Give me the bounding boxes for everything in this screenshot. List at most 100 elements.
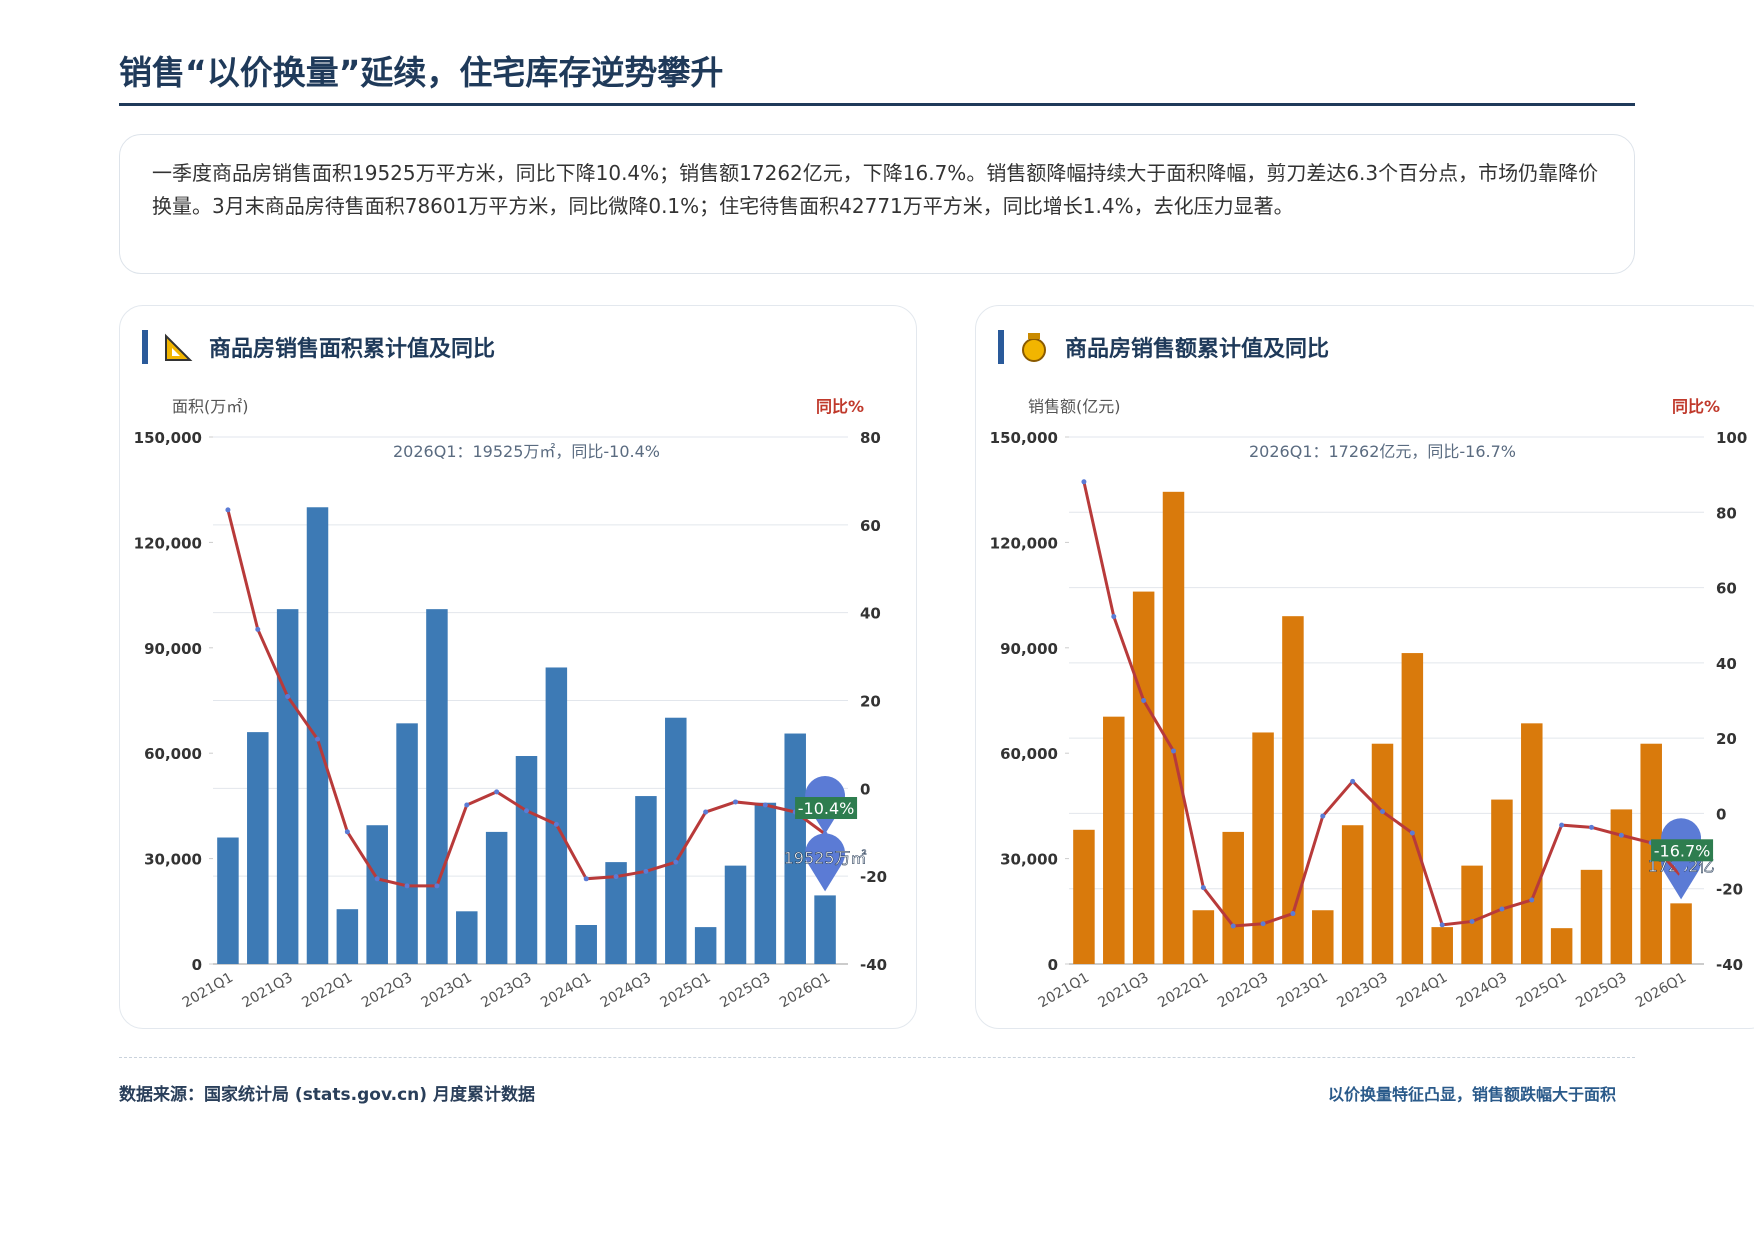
x-tick-label: 2021Q3 (240, 970, 296, 1012)
y-tick-label: 150,000 (134, 429, 202, 447)
y2-tick-label: 0 (1716, 805, 1726, 823)
line-point (1111, 614, 1117, 620)
line-point (583, 876, 589, 882)
line-point (285, 694, 291, 700)
line-point (1290, 911, 1296, 917)
bar (605, 862, 627, 964)
bar (1670, 903, 1692, 964)
chart-title: 商品房销售额累计值及同比 (1065, 336, 1329, 362)
bar (1103, 716, 1125, 964)
bar (336, 909, 359, 964)
x-tick-label: 2021Q3 (1096, 970, 1152, 1012)
x-tick-label: 2023Q3 (1334, 970, 1390, 1012)
x-tick-label: 2024Q3 (598, 970, 654, 1012)
y2-tick-label: 40 (1716, 655, 1737, 673)
bar (724, 865, 747, 964)
bar (694, 927, 717, 964)
value-label: -16.7% (1654, 841, 1711, 860)
bar (1282, 616, 1304, 964)
line-point (225, 507, 231, 513)
y-tick-label: 150,000 (990, 429, 1058, 447)
bar (1521, 723, 1543, 964)
bar (456, 911, 478, 964)
y-tick-label: 90,000 (1000, 640, 1058, 658)
y-tick-label: 60,000 (144, 745, 202, 763)
chart-card: 商品房销售额累计值及同比销售额(亿元) 同比% -40 -20 0 20 40 60 80 100… (975, 305, 1754, 1029)
bar (665, 717, 687, 964)
line-point (255, 626, 261, 632)
title-accent (998, 330, 1004, 364)
line-point (1380, 809, 1385, 815)
x-tick-label: 2021Q1 (1036, 970, 1092, 1012)
y2-tick-label: 80 (860, 429, 881, 447)
y-tick-label: 90,000 (144, 640, 202, 658)
annotation: 2026Q1：17262亿元，同比-16.7% (1249, 442, 1516, 461)
line-point (1260, 921, 1266, 927)
line-point (1350, 778, 1356, 784)
bar (814, 895, 836, 964)
bar (1491, 799, 1513, 964)
bar (784, 733, 806, 964)
bar (1341, 825, 1364, 964)
marker-pin (805, 833, 846, 892)
x-tick-label: 2024Q1 (538, 970, 594, 1012)
y2-tick-label: 80 (1716, 504, 1737, 522)
bar (575, 925, 597, 964)
x-tick-label: 2025Q1 (1514, 970, 1570, 1012)
x-tick-label: 2026Q1 (777, 970, 833, 1012)
line-point (1469, 918, 1475, 924)
line-point (703, 809, 709, 815)
y-axis-label: 销售额(亿元) (1028, 397, 1121, 416)
bar (1580, 869, 1603, 964)
bar (217, 837, 239, 964)
title-accent (142, 330, 148, 364)
x-tick-label: 2025Q3 (1573, 970, 1629, 1012)
bar (1371, 743, 1394, 964)
chart-title: 商品房销售面积累计值及同比 (209, 336, 495, 362)
y2-tick-label: 20 (860, 693, 881, 711)
bar (635, 796, 657, 964)
bar (754, 802, 777, 964)
bar (1550, 928, 1573, 964)
x-tick-label: 2023Q1 (1275, 970, 1331, 1012)
x-tick-label: 2025Q3 (717, 970, 773, 1012)
y2-axis-label: 同比% (1672, 397, 1720, 416)
line-point (1230, 923, 1236, 929)
bar (1132, 591, 1155, 964)
y2-tick-label: 20 (1716, 730, 1737, 748)
line-point (434, 883, 440, 889)
line-point (1499, 906, 1505, 912)
x-tick-label: 2023Q3 (478, 970, 534, 1012)
ruler-icon (165, 333, 193, 361)
bar (545, 667, 568, 964)
line-point (315, 736, 320, 742)
y-tick-label: 0 (1048, 956, 1058, 974)
bar (1222, 831, 1244, 964)
y2-tick-label: 60 (1716, 580, 1737, 598)
value-label: 19525万㎡ (784, 848, 867, 867)
line-point (613, 874, 619, 880)
chart-card: 商品房销售面积累计值及同比 面积(万㎡) 同比% -40 -20 0 20 40 60 80 0 30… (119, 305, 917, 1029)
y2-tick-label: -20 (1716, 881, 1743, 899)
bar (1312, 910, 1334, 964)
y-tick-label: 0 (192, 956, 202, 974)
y2-tick-label: -40 (1716, 956, 1743, 974)
x-tick-label: 2024Q3 (1454, 970, 1510, 1012)
line-point (374, 876, 380, 882)
title-rule (119, 103, 1635, 106)
line-point (1529, 897, 1535, 903)
bar (247, 732, 269, 964)
bar (426, 609, 448, 964)
line-point (733, 799, 738, 805)
line-point (1200, 885, 1206, 891)
x-tick-label: 2025Q1 (658, 970, 714, 1012)
bar (276, 609, 299, 964)
bar (306, 507, 329, 964)
y2-tick-label: 40 (860, 605, 881, 623)
y2-tick-label: 100 (1716, 429, 1747, 447)
y2-tick-label: -40 (860, 956, 887, 974)
line-point (494, 789, 500, 795)
value-label-bg (795, 797, 858, 820)
value-label: -10.4% (798, 799, 855, 818)
